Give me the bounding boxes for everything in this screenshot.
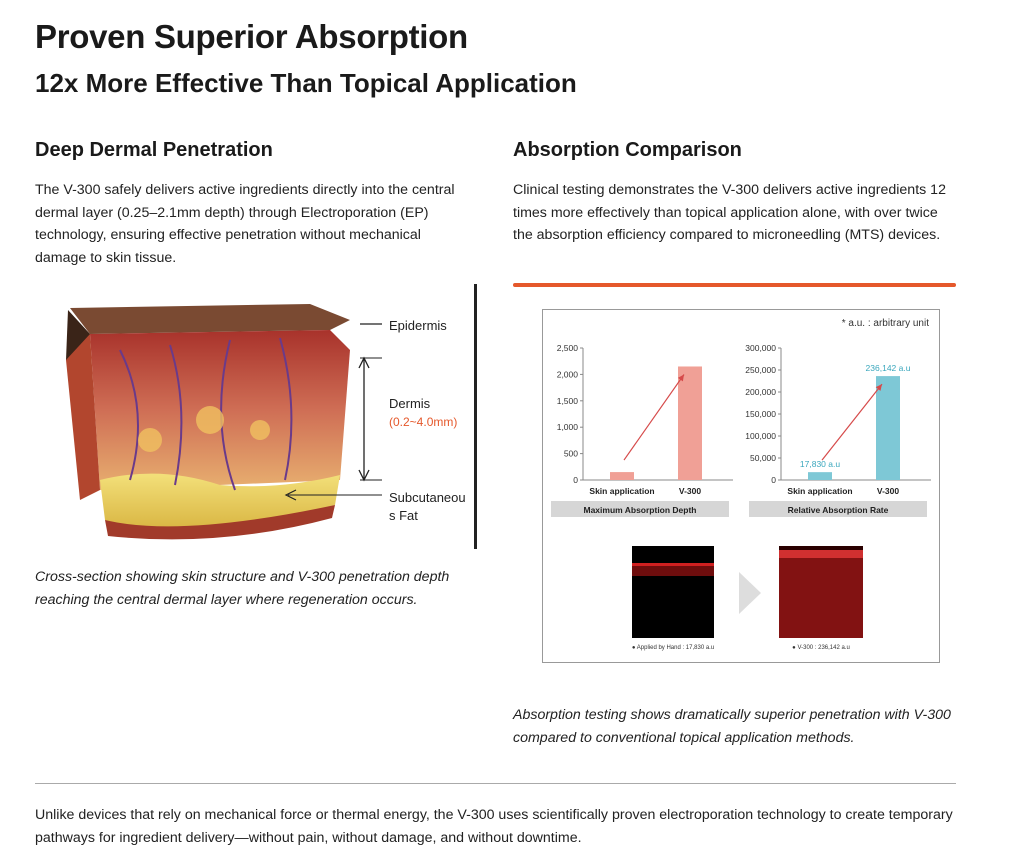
chart-title: Maximum Absorption Depth: [583, 505, 696, 515]
trend-arrow: [821, 383, 883, 461]
absorption-charts: * a.u. : arbitrary unit 0 500 1,000 1,500 2,…: [551, 318, 931, 651]
accent-bar: [513, 283, 956, 287]
absorption-chart-figure: * a.u. : arbitrary unit 0 500 1,000 1,500 2,…: [542, 309, 940, 663]
y-tick-label: 1,000: [557, 422, 579, 432]
left-heading: Deep Dermal Penetration: [35, 139, 273, 161]
x-tick-label: V-300: [679, 486, 701, 496]
bar: [610, 472, 634, 480]
label-epidermis: Epidermis: [389, 318, 447, 333]
section-divider: [35, 783, 956, 784]
y-tick-label: 1,500: [557, 396, 579, 406]
x-tick-label: Skin application: [787, 486, 852, 496]
y-tick-label: 0: [573, 475, 578, 485]
chart-title-band: [551, 501, 729, 517]
trend-arrow: [623, 374, 685, 461]
label-dermis-range: (0.2~4.0mm): [389, 415, 457, 429]
page-subtitle: 12x More Effective Than Topical Applicat…: [35, 68, 577, 98]
y-tick-label: 2,500: [557, 343, 579, 353]
label-subcutaneous-1: Subcutaneou: [389, 490, 466, 505]
figure-divider-line: [474, 284, 477, 549]
label-dermis: Dermis: [389, 396, 431, 411]
y-tick-label: 2,000: [557, 369, 579, 379]
bar: [876, 376, 900, 480]
y-tick-label: 200,000: [745, 387, 776, 397]
trend-arrowhead: [677, 374, 684, 382]
chart-title-band: [749, 501, 927, 517]
x-tick-label: V-300: [877, 486, 899, 496]
footer-text: Unlike devices that rely on mechanical f…: [35, 807, 953, 846]
right-heading: Absorption Comparison: [513, 139, 742, 161]
page-title: Proven Superior Absorption: [35, 18, 468, 55]
chart-note: * a.u. : arbitrary unit: [842, 318, 929, 329]
trend-arrowhead: [875, 384, 882, 391]
chart-title: Relative Absorption Rate: [788, 505, 889, 515]
bar: [678, 366, 702, 480]
label-subcutaneous-2: s Fat: [389, 508, 418, 523]
data-label: 236,142 a.u: [866, 363, 911, 373]
y-tick-label: 300,000: [745, 343, 776, 353]
arrow-right-icon: [739, 572, 761, 614]
microscopy-v300-caption: ● V-300 : 236,142 a.u: [792, 645, 850, 651]
x-tick-label: Skin application: [589, 486, 654, 496]
microscopy-hand-caption: ● Applied by Hand : 17,830 a.u: [632, 645, 714, 651]
left-body: The V-300 safely delivers active ingredi…: [35, 182, 455, 266]
right-body: Clinical testing demonstrates the V-300 …: [513, 182, 946, 243]
skin-cross-section-illustration: Epidermis Dermis (0.2~4.0mm) Subcutaneou…: [66, 304, 466, 540]
y-tick-label: 250,000: [745, 365, 776, 375]
skin-cross-section-figure: Epidermis Dermis (0.2~4.0mm) Subcutaneou…: [60, 290, 480, 550]
y-tick-label: 500: [564, 449, 578, 459]
y-tick-label: 150,000: [745, 409, 776, 419]
chart-relative-absorption-rate: 0 50,000 100,000 150,000 200,000 250,000 300,0…: [745, 343, 931, 517]
y-tick-label: 0: [771, 475, 776, 485]
bar: [808, 472, 832, 480]
y-tick-label: 100,000: [745, 431, 776, 441]
left-caption: Cross-section showing skin structure and…: [35, 569, 450, 608]
right-caption: Absorption testing shows dramatically su…: [513, 707, 951, 746]
microscopy-hand-image: [632, 546, 714, 638]
data-label: 17,830 a.u: [800, 459, 840, 469]
y-tick-label: 50,000: [750, 453, 776, 463]
chart-max-absorption-depth: 0 500 1,000 1,500 2,000 2,500 Skin application…: [551, 343, 733, 517]
